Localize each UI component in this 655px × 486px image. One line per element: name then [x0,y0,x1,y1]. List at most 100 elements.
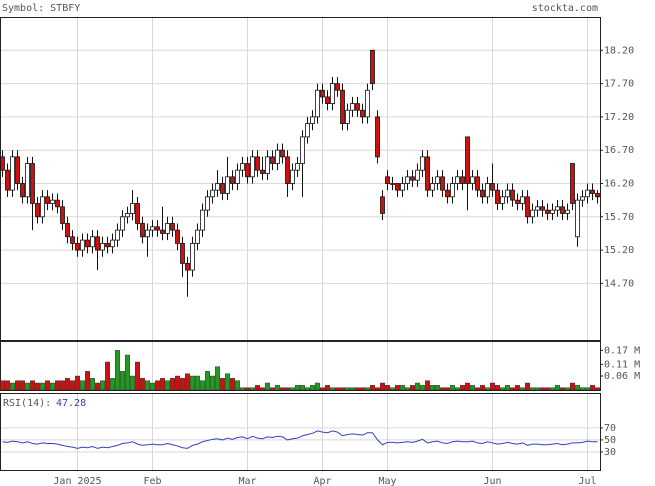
rsi-line [2,430,598,449]
volume-bar [370,385,375,391]
candle-body [395,183,400,191]
volume-bar [50,382,55,391]
candle-body [580,196,585,201]
y-tick-label: 0.17 M [604,345,640,356]
candle-body [495,189,500,204]
volume-bar [520,387,525,391]
volume-bar [270,387,275,391]
rsi-label: RSI(14): [3,398,51,409]
candle-body [585,189,590,198]
volume-bar [415,382,420,391]
candle-body [355,103,360,111]
candle-body [535,206,540,211]
volume-bar [30,380,35,391]
candle-body [540,206,545,211]
volume-bar [230,378,235,391]
volume-bar [305,387,310,391]
candle-body [570,163,575,204]
candle-body [455,176,460,184]
candle-body [470,176,475,184]
candle-body [285,156,290,184]
volume-bar [565,387,570,391]
candle-body [310,116,315,124]
volume-bar [60,380,65,391]
candle-body [480,189,485,198]
volume-bar [55,380,60,391]
panel-frame [0,17,601,341]
volume-bar [240,387,245,391]
candle-body [440,176,445,191]
volume-bar [375,387,380,391]
candle-body [565,209,570,214]
volume-bar [190,375,195,391]
candle-body [155,226,160,231]
volume-bar [485,387,490,391]
candle-body [400,183,405,191]
chart-title: Symbol: STBFY [2,3,80,14]
volume-bar [355,387,360,391]
candle-body [380,196,385,214]
volume-bar [545,387,550,391]
candle-body [15,156,20,184]
volume-bar [395,385,400,391]
volume-bar [470,385,475,391]
y-tick-label: 70 [604,423,616,434]
volume-bar [540,387,545,391]
candle-body [130,203,135,214]
x-tick-label: Jun [483,476,501,486]
volume-bar [320,387,325,391]
candle-body [375,116,380,158]
volume-bar [210,375,215,391]
candle-body [160,229,165,234]
x-tick-label: Mar [238,476,256,486]
volume-bar [505,385,510,391]
x-tick-label: Feb [143,476,161,486]
volume-bar [100,380,105,391]
volume-bar [80,380,85,391]
candle-body [200,209,205,231]
candle-body [65,223,70,238]
candle-body [75,243,80,251]
candle-body [220,183,225,194]
candle-body [170,223,175,231]
candle-body [40,196,45,218]
candle-body [115,229,120,241]
volume-bar [235,380,240,391]
candle-body [20,183,25,198]
candle-body [55,199,60,208]
candle-body [70,236,75,244]
candle-body [190,243,195,271]
volume-bar [575,385,580,391]
volume-bar [330,387,335,391]
panel-frame [0,341,601,391]
volume-bar [245,387,250,391]
volume-bar [170,378,175,391]
volume-bar [365,387,370,391]
volume-bar [590,385,595,391]
candle-body [315,89,320,118]
volume-bar [525,382,530,391]
candle-body [5,169,10,191]
volume-bar [560,387,565,391]
candle-body [485,183,490,198]
x-tick-label: May [378,476,396,486]
volume-bar [160,378,165,391]
candle-body [125,213,130,218]
volume-bar [130,375,135,391]
candle-body [575,199,580,238]
candle-body [30,163,35,204]
candle-body [295,163,300,171]
volume-bar [105,361,110,391]
candle-body [425,156,430,191]
y-tick-label: 15.70 [604,212,634,223]
source: stockta.com [532,3,598,14]
candle-body [80,239,85,251]
volume-bar [530,387,535,391]
y-tick-label: 15.20 [604,245,634,256]
volume-bar [380,382,385,391]
candle-body [515,199,520,204]
volume-bar [250,387,255,391]
volume-bar [195,375,200,391]
volume-bar [450,385,455,391]
